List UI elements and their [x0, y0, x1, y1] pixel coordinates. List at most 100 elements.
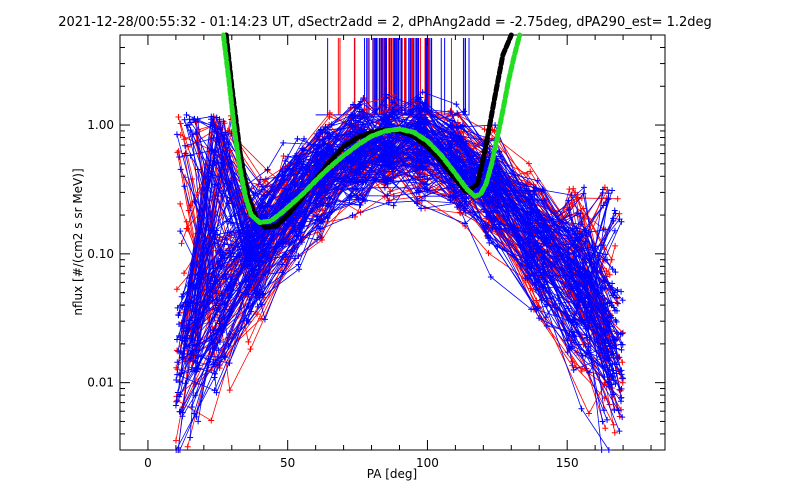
data-point [527, 275, 534, 282]
data-point [421, 162, 428, 169]
data-point [417, 148, 424, 155]
data-point [193, 359, 200, 366]
data-point [585, 269, 592, 276]
data-point [379, 162, 386, 169]
data-point [325, 194, 332, 201]
data-point [349, 212, 356, 219]
data-point [527, 285, 534, 292]
data-point [619, 414, 626, 421]
data-point [580, 190, 587, 197]
data-point [220, 118, 227, 125]
data-point [359, 166, 366, 173]
data-point [362, 177, 369, 184]
data-point [247, 346, 254, 353]
data-point [564, 257, 571, 264]
y-tick-label: 1.00 [87, 118, 114, 132]
data-point [599, 340, 606, 347]
data-point [581, 184, 588, 191]
data-point [598, 447, 605, 453]
data-point [318, 234, 325, 241]
y-axis-label: nflux [#/(cm2 s sr MeV)] [71, 168, 85, 315]
fit-curves [220, 32, 523, 231]
data-point [418, 205, 425, 212]
data-point [540, 240, 547, 247]
data-point [389, 99, 396, 106]
data-point [175, 311, 182, 318]
data-point [383, 152, 390, 159]
data-point [566, 186, 573, 193]
data-point [526, 272, 533, 279]
data-point [312, 200, 319, 207]
data-point [210, 270, 217, 277]
data-point [527, 168, 534, 175]
data-point [615, 407, 622, 414]
data-point [421, 173, 428, 180]
data-point [543, 314, 550, 321]
data-point [605, 447, 612, 453]
data-point [565, 232, 572, 239]
data-point [483, 192, 490, 199]
data-point [419, 166, 426, 173]
data-point [492, 122, 499, 129]
data-point [222, 275, 229, 282]
data-point [491, 221, 498, 228]
data-point [326, 203, 333, 210]
data-point [489, 181, 496, 188]
data-point [421, 151, 428, 158]
data-point [455, 166, 462, 173]
data-point [181, 116, 188, 123]
data-point [613, 345, 620, 352]
data-point [612, 380, 619, 387]
data-point [384, 149, 391, 156]
data-point [175, 148, 182, 155]
data-point [177, 408, 184, 415]
data-point [299, 145, 306, 152]
data-point [383, 113, 390, 120]
data-point [447, 109, 454, 116]
data-point [195, 418, 202, 425]
data-point [360, 94, 367, 101]
data-point [599, 284, 606, 291]
data-point [570, 260, 577, 267]
data-point [604, 416, 611, 423]
x-tick-label: 150 [556, 456, 579, 470]
data-point [582, 233, 589, 240]
data-point [187, 119, 194, 126]
data-point [258, 315, 265, 322]
data-point [602, 425, 609, 432]
data-point [461, 220, 468, 227]
data-point [177, 302, 184, 309]
data-point [349, 128, 356, 135]
data-point [619, 359, 626, 366]
data-point [346, 197, 353, 204]
data-point [605, 190, 612, 197]
data-point [565, 249, 572, 256]
data-point [219, 160, 226, 167]
data-point [578, 405, 585, 412]
data-point [459, 195, 466, 202]
data-point [524, 179, 531, 186]
data-point [210, 280, 217, 287]
data-point [611, 407, 618, 414]
data-point [217, 265, 224, 272]
data-point [522, 275, 529, 282]
fit-curve-green [220, 32, 523, 226]
data-point [194, 337, 201, 344]
data-point [387, 158, 394, 165]
data-point [483, 213, 490, 220]
data-point [282, 238, 289, 245]
data-point [609, 361, 616, 368]
data-point [279, 191, 286, 198]
data-point [525, 160, 532, 167]
data-point [172, 437, 179, 444]
data-point [293, 152, 300, 159]
data-point [318, 190, 325, 197]
data-point [255, 292, 262, 299]
data-point [618, 398, 625, 405]
data-point [530, 188, 537, 195]
data-point [184, 443, 191, 450]
data-point [174, 336, 181, 343]
data-point [257, 176, 264, 183]
data-point [571, 249, 578, 256]
data-point [447, 122, 454, 129]
